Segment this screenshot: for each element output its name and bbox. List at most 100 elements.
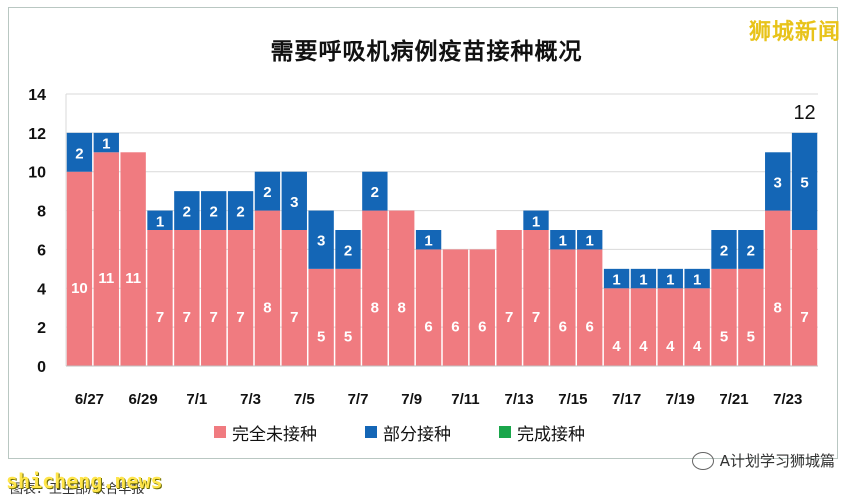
data-label: 7 — [183, 309, 191, 326]
chart-title: 需要呼吸机病例疫苗接种概况 — [270, 39, 583, 65]
bar — [254, 171, 281, 211]
y-tick-label: 4 — [37, 281, 46, 298]
data-label: 7 — [532, 309, 540, 326]
data-label: 5 — [800, 174, 808, 191]
data-label: 8 — [371, 299, 379, 316]
data-label: 1 — [586, 233, 594, 250]
legend-item-partial: 部分接种 — [365, 420, 451, 445]
data-label: 2 — [263, 184, 271, 201]
data-label: 7 — [290, 309, 298, 326]
x-tick-label: 7/1 — [186, 391, 207, 408]
site-logo: 狮城新闻 — [748, 20, 841, 45]
data-label: 1 — [532, 213, 540, 230]
data-label: 2 — [183, 204, 191, 221]
bar — [389, 210, 415, 366]
data-label: 1 — [156, 213, 164, 230]
bar — [362, 210, 388, 366]
data-label: 2 — [747, 242, 755, 259]
y-tick-label: 6 — [37, 242, 46, 259]
data-label: 11 — [98, 270, 114, 287]
bar — [308, 268, 334, 366]
data-label: 10 — [71, 280, 88, 297]
bar — [684, 288, 710, 366]
data-label: 7 — [156, 309, 164, 326]
data-label: 1 — [666, 272, 674, 289]
account-name: A计划学习狮城篇 — [719, 452, 835, 470]
data-label: 3 — [317, 233, 325, 250]
bar — [684, 268, 710, 289]
bar — [550, 249, 576, 366]
bar — [630, 268, 657, 289]
bar — [791, 230, 818, 366]
x-tick-label: 7/5 — [294, 391, 315, 408]
legend-label-unvaccinated: 完全未接种 — [232, 424, 317, 445]
data-label: 7 — [236, 309, 244, 326]
data-label: 8 — [398, 299, 406, 316]
bar — [415, 249, 442, 366]
bar — [523, 230, 549, 366]
data-label: 2 — [720, 242, 728, 259]
x-tick-label: 7/23 — [773, 391, 802, 408]
bar — [711, 268, 737, 366]
bar — [201, 191, 227, 230]
x-tick-label: 6/27 — [75, 391, 104, 408]
bar — [281, 171, 307, 230]
bar — [308, 210, 334, 269]
y-tick-label: 8 — [37, 204, 46, 221]
bar — [335, 230, 361, 269]
data-label: 2 — [344, 242, 352, 259]
data-label: 1 — [424, 233, 432, 250]
bar — [657, 288, 683, 366]
data-label: 1 — [102, 136, 110, 153]
data-label: 5 — [317, 328, 325, 345]
bar — [496, 230, 522, 366]
legend-item-unvaccinated: 完全未接种 — [214, 420, 317, 445]
data-label: 7 — [800, 309, 808, 326]
bar — [630, 288, 657, 366]
data-label: 1 — [612, 272, 620, 289]
bar — [254, 210, 281, 366]
bar — [577, 249, 603, 366]
data-label: 6 — [451, 319, 459, 336]
data-label: 6 — [586, 319, 594, 336]
bar — [738, 230, 764, 269]
data-label: 6 — [478, 319, 486, 336]
x-tick-label: 7/11 — [451, 391, 479, 408]
data-label: 5 — [344, 328, 352, 345]
y-tick-label: 2 — [37, 320, 46, 337]
bar — [227, 230, 254, 366]
y-tick-label: 14 — [28, 87, 46, 104]
data-label: 4 — [639, 338, 648, 355]
bar — [791, 132, 818, 230]
y-tick-label: 0 — [37, 359, 46, 376]
bar — [523, 210, 549, 230]
data-label: 1 — [559, 233, 567, 250]
bar — [281, 230, 307, 366]
chart-caption: 图表：卫生部/联合早报 — [10, 482, 145, 497]
data-label: 4 — [693, 338, 702, 355]
bar — [66, 171, 93, 366]
data-label: 8 — [263, 299, 271, 316]
data-label: 7 — [210, 309, 218, 326]
x-tick-label: 7/13 — [505, 391, 534, 408]
bar — [93, 152, 119, 366]
y-tick-label: 10 — [28, 165, 46, 182]
bar — [93, 132, 119, 153]
legend: 完全未接种 部分接种 完成接种 — [214, 420, 585, 445]
data-label: 1 — [693, 272, 701, 289]
bar — [335, 268, 361, 366]
data-label: 3 — [774, 174, 782, 191]
wechat-account: A计划学习狮城篇 — [691, 450, 835, 471]
data-label: 3 — [290, 194, 298, 211]
bar — [66, 132, 93, 172]
data-label: 2 — [210, 204, 218, 221]
bar — [603, 288, 630, 366]
total-label: 12 — [793, 102, 815, 124]
bar — [577, 230, 603, 250]
x-tick-label: 7/3 — [240, 391, 261, 408]
bar — [657, 268, 683, 289]
legend-label-full: 完成接种 — [517, 424, 585, 445]
